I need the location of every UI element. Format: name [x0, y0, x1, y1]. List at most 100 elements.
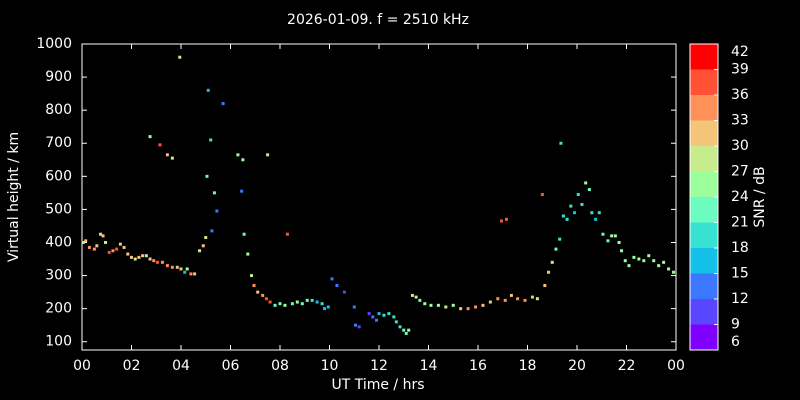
- x-tick-label: 02: [123, 358, 141, 374]
- colorbar-segment: [690, 146, 718, 172]
- data-point: [148, 135, 152, 139]
- data-point: [481, 303, 485, 307]
- data-point: [500, 219, 504, 223]
- data-point: [212, 191, 216, 195]
- data-point: [240, 189, 244, 193]
- data-point: [580, 202, 584, 206]
- data-point: [402, 328, 406, 332]
- data-point: [466, 307, 470, 311]
- data-point: [590, 211, 594, 215]
- colorbar-segment: [690, 171, 718, 197]
- data-point: [250, 274, 254, 278]
- colorbar-segment: [690, 95, 718, 121]
- data-point: [326, 305, 330, 309]
- data-point: [550, 260, 554, 264]
- colorbar-segment: [690, 273, 718, 299]
- data-point: [613, 234, 617, 238]
- data-point: [474, 305, 478, 309]
- colorbar-tick-label: 33: [731, 113, 749, 129]
- data-point: [201, 244, 205, 248]
- data-point: [418, 298, 422, 302]
- y-axis-title: Virtual height / km: [6, 132, 22, 262]
- y-tick-label: 500: [45, 201, 72, 217]
- data-point: [189, 272, 193, 276]
- y-tick-label: 200: [45, 301, 72, 317]
- data-point: [148, 257, 152, 261]
- data-point: [133, 257, 137, 261]
- data-point: [236, 153, 240, 157]
- data-point: [503, 298, 507, 302]
- data-point: [561, 214, 565, 218]
- data-point: [246, 252, 250, 256]
- data-point: [335, 283, 339, 287]
- data-point: [210, 229, 214, 233]
- data-point: [130, 255, 133, 259]
- data-point: [404, 331, 408, 335]
- data-point: [387, 312, 391, 316]
- data-point: [451, 303, 455, 307]
- colorbar-segment: [690, 120, 718, 146]
- data-point: [530, 295, 534, 299]
- data-point: [305, 298, 309, 302]
- y-tick-label: 600: [45, 168, 72, 184]
- plot-frame: [81, 43, 677, 351]
- data-point: [573, 211, 577, 215]
- data-point: [126, 252, 130, 256]
- colorbar-tick-label: 18: [731, 240, 749, 256]
- data-point: [543, 283, 547, 287]
- x-tick-label: 12: [370, 358, 388, 374]
- colorbar-tick-label: 27: [731, 164, 749, 180]
- colorbar-segment: [690, 197, 718, 223]
- data-point: [535, 297, 539, 301]
- y-tick-label: 800: [45, 102, 72, 118]
- colorbar-tick-label: 9: [731, 317, 740, 333]
- data-point: [627, 264, 631, 268]
- data-point: [205, 174, 209, 178]
- data-point: [554, 247, 558, 251]
- data-point: [198, 249, 202, 253]
- data-point: [104, 240, 108, 244]
- data-point: [540, 193, 544, 197]
- data-point: [587, 188, 591, 192]
- colorbar-title: SNR / dB: [752, 166, 768, 227]
- colorbar-segment: [690, 324, 718, 350]
- data-point: [657, 264, 661, 268]
- data-point: [278, 302, 282, 306]
- data-point: [92, 247, 96, 251]
- data-point: [204, 236, 208, 240]
- data-point: [300, 302, 304, 306]
- data-point: [165, 264, 169, 268]
- data-point: [509, 293, 513, 297]
- data-point: [206, 88, 210, 92]
- data-point: [111, 249, 115, 253]
- colorbar-tick-label: 30: [731, 138, 749, 154]
- x-tick-label: 00: [73, 358, 91, 374]
- data-point: [170, 265, 174, 269]
- data-point: [283, 303, 287, 307]
- data-point: [667, 267, 671, 271]
- data-point: [504, 217, 508, 221]
- y-tick-label: 900: [45, 69, 72, 85]
- data-point: [99, 232, 103, 236]
- data-point: [115, 247, 119, 251]
- data-point: [185, 267, 189, 271]
- data-point: [414, 295, 418, 299]
- data-point: [178, 55, 182, 59]
- x-tick-label: 20: [568, 358, 586, 374]
- colorbar-tick-label: 15: [731, 266, 749, 282]
- data-point: [295, 300, 299, 304]
- colorbar-segment: [690, 69, 718, 95]
- data-point: [330, 277, 334, 281]
- data-point: [144, 254, 148, 258]
- colorbar-tick-label: 21: [731, 215, 749, 231]
- y-tick-label: 700: [45, 135, 72, 151]
- data-point: [268, 300, 272, 304]
- data-point: [367, 312, 371, 316]
- data-point: [632, 255, 636, 259]
- x-tick-label: 22: [618, 358, 636, 374]
- data-point: [209, 138, 213, 142]
- data-point: [179, 267, 183, 271]
- data-point: [310, 298, 314, 302]
- data-point: [407, 328, 411, 332]
